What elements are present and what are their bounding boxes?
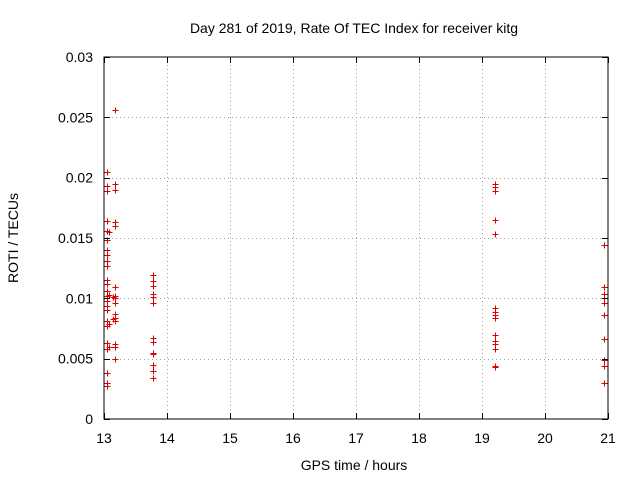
data-point [601, 300, 608, 307]
x-tick-label: 16 [285, 430, 301, 446]
x-tick-label: 15 [222, 430, 238, 446]
data-point [492, 315, 499, 322]
data-point [104, 218, 111, 225]
data-point [601, 363, 608, 370]
data-point [150, 375, 157, 382]
y-tick-label: 0.03 [66, 49, 93, 65]
data-point [492, 231, 499, 238]
data-point [112, 181, 119, 188]
y-tick-label: 0.01 [66, 290, 93, 306]
data-point [150, 294, 157, 301]
data-point [106, 344, 113, 351]
data-point [112, 344, 119, 351]
data-point [104, 383, 111, 390]
x-axis-label: GPS time / hours [301, 457, 408, 473]
data-point [601, 242, 608, 249]
data-points [104, 107, 608, 390]
data-point [601, 380, 608, 387]
data-point [112, 223, 119, 230]
data-point [104, 307, 111, 314]
data-point [110, 294, 117, 301]
x-tick-label: 13 [96, 430, 112, 446]
data-point [492, 188, 499, 195]
data-point [601, 357, 608, 364]
data-point [104, 281, 111, 288]
x-tick-label: 19 [474, 430, 490, 446]
data-point [492, 332, 499, 339]
axis-ticks [104, 57, 609, 420]
data-point [112, 356, 119, 363]
x-tick-label: 20 [537, 430, 553, 446]
data-point [104, 252, 111, 259]
data-point [601, 312, 608, 319]
data-point [106, 229, 113, 236]
data-point [601, 284, 608, 291]
x-tick-label: 21 [600, 430, 616, 446]
y-tick-labels: 0 0.005 0.01 0.015 0.02 0.025 0.03 [58, 49, 93, 427]
data-point [150, 300, 157, 307]
x-tick-label: 18 [411, 430, 427, 446]
data-point [601, 336, 608, 343]
data-point [492, 217, 499, 224]
data-point [150, 283, 157, 290]
chart-title: Day 281 of 2019, Rate Of TEC Index for r… [190, 20, 518, 36]
y-tick-label: 0 [85, 411, 93, 427]
grid-lines [104, 57, 608, 419]
data-point [150, 339, 157, 346]
x-tick-labels: 13 14 15 16 17 18 19 20 21 [96, 430, 616, 446]
data-point [104, 188, 111, 195]
y-axis-label: ROTI / TECUs [5, 193, 21, 283]
data-point [104, 340, 111, 347]
data-point [112, 107, 119, 114]
data-point [104, 169, 111, 176]
x-tick-label: 17 [348, 430, 364, 446]
data-point [150, 272, 157, 279]
data-point [112, 300, 119, 307]
data-point [104, 263, 111, 270]
data-point [104, 370, 111, 377]
data-point [112, 284, 119, 291]
y-tick-label: 0.005 [58, 351, 93, 367]
y-tick-label: 0.02 [66, 170, 93, 186]
y-tick-label: 0.025 [58, 109, 93, 125]
data-point [106, 292, 113, 299]
data-point [106, 321, 113, 328]
data-point [150, 362, 157, 369]
x-tick-label: 14 [159, 430, 175, 446]
data-point [150, 351, 157, 358]
data-point [112, 187, 119, 194]
data-point [150, 368, 157, 375]
data-point [110, 316, 117, 323]
data-point [492, 346, 499, 353]
y-tick-label: 0.015 [58, 230, 93, 246]
data-point [492, 364, 499, 371]
